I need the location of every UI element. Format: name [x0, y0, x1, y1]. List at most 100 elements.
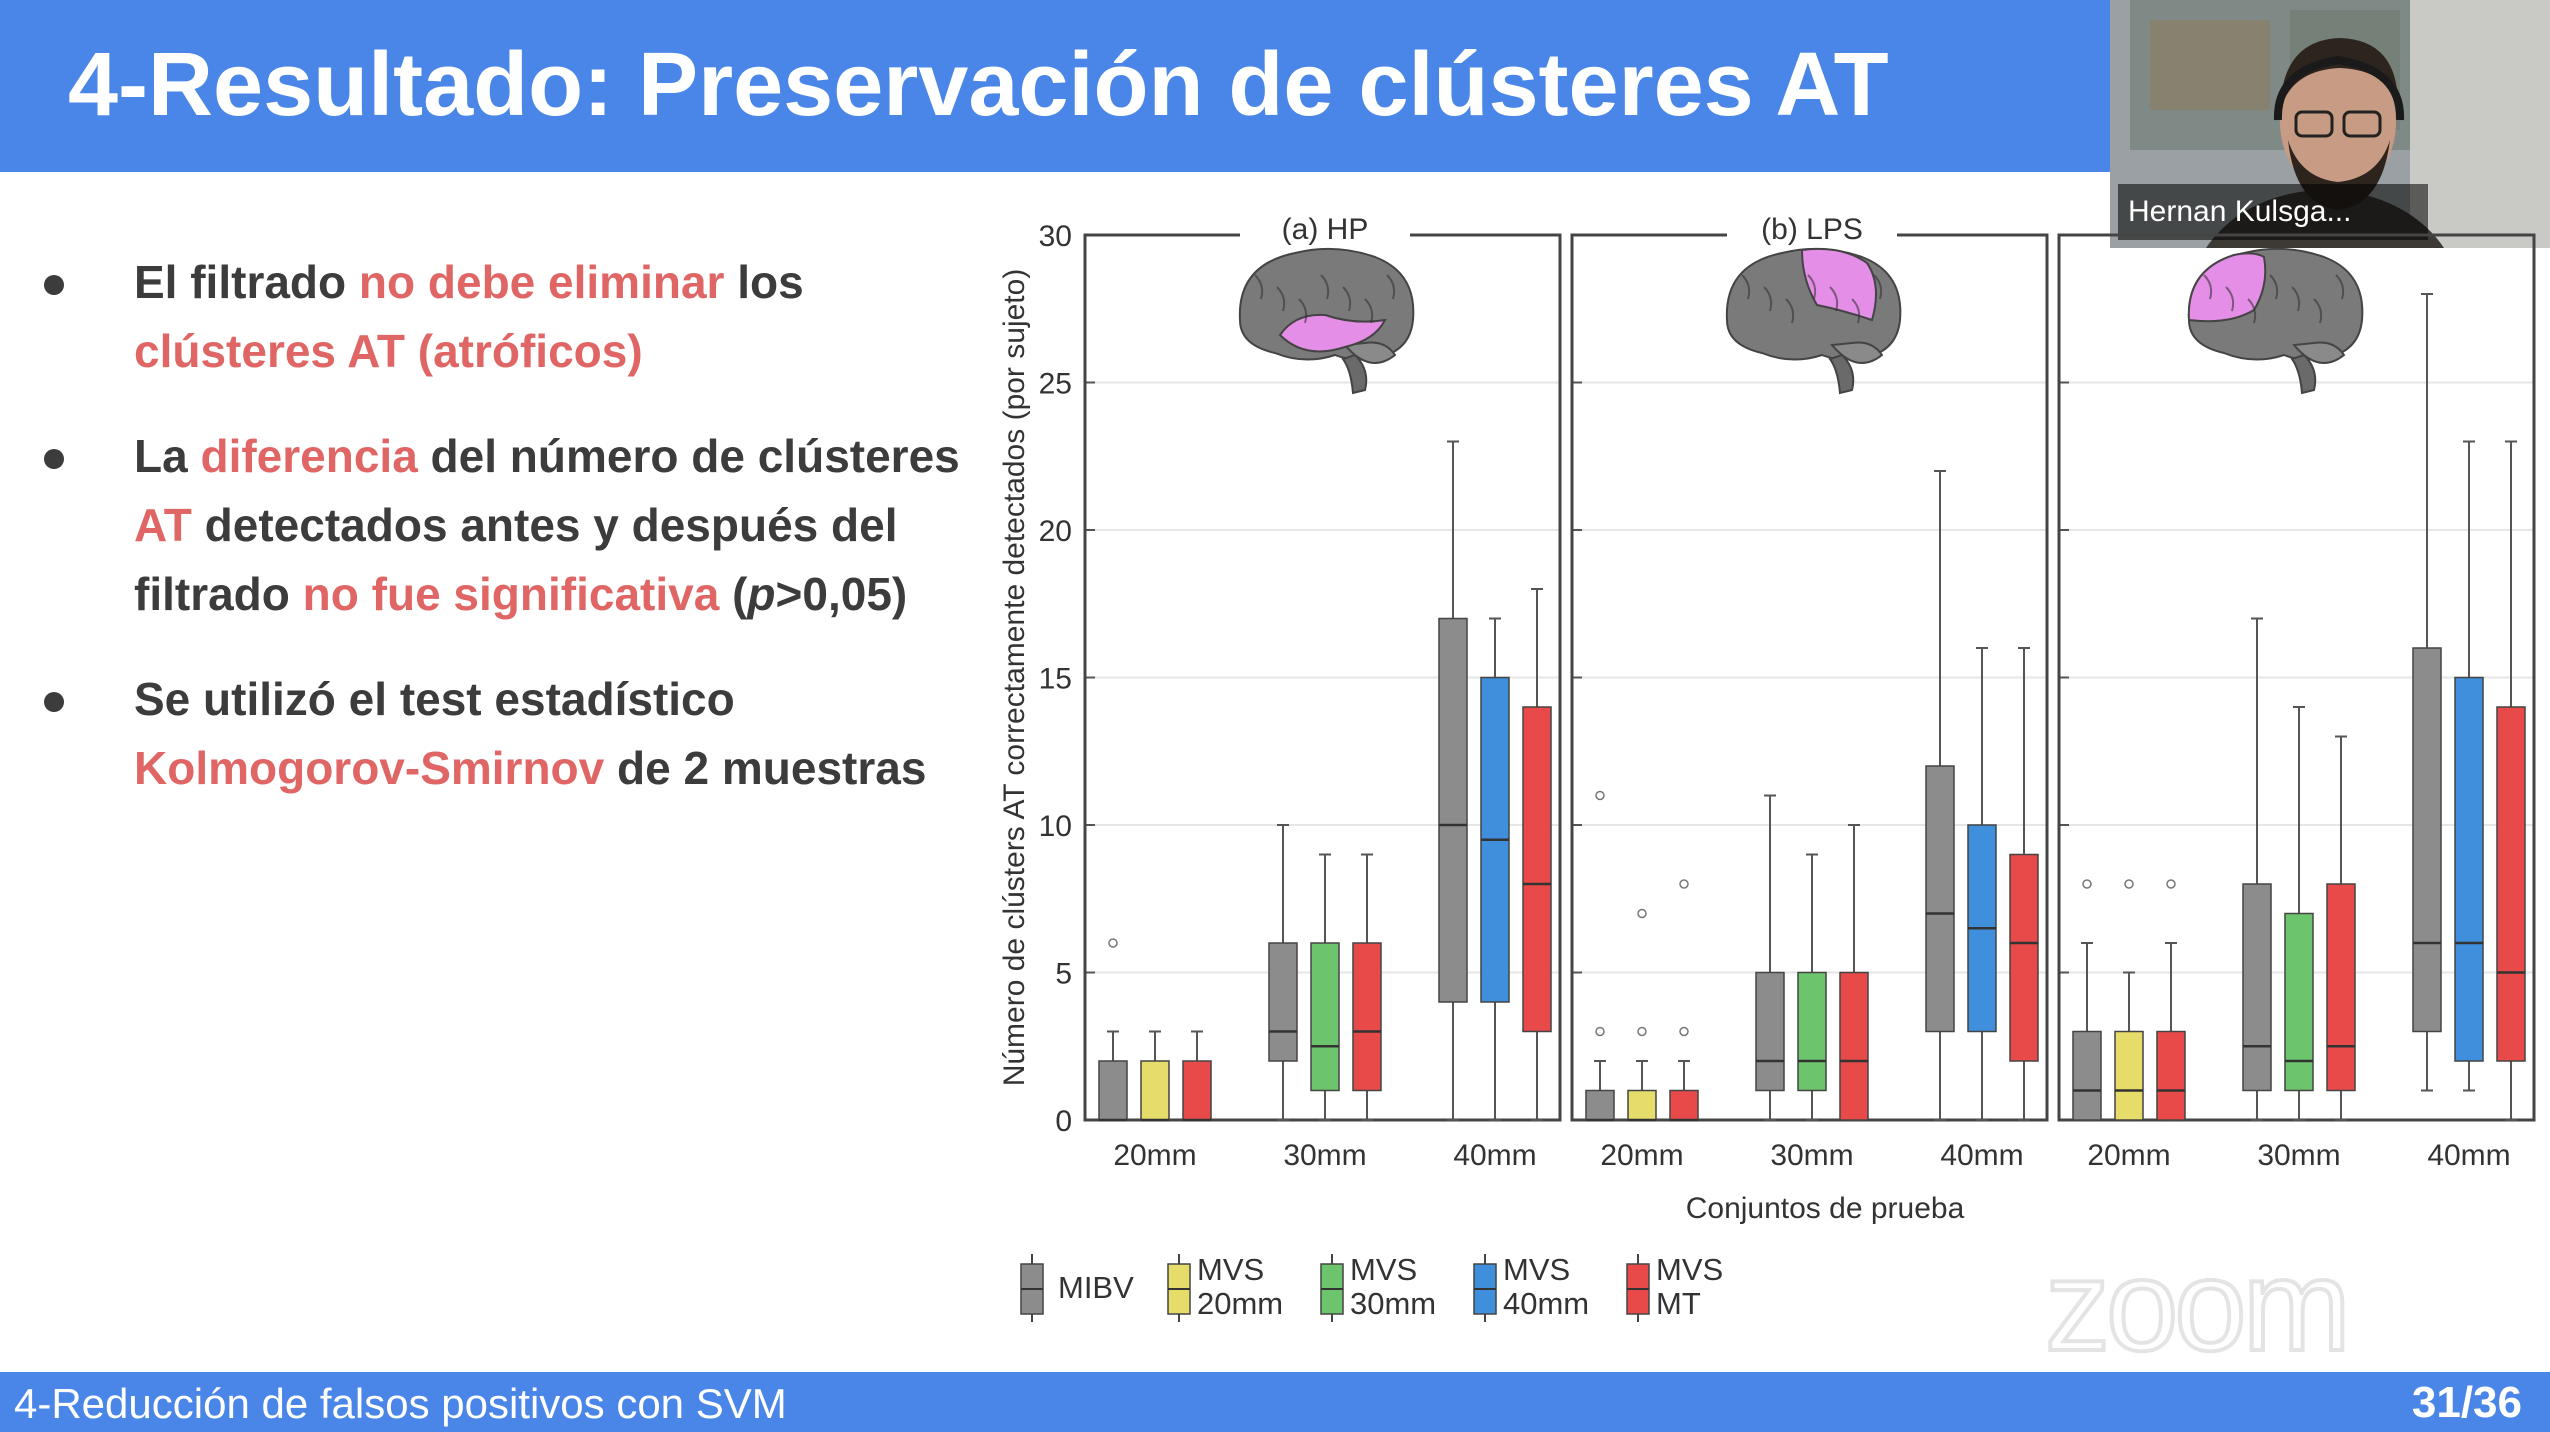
bullet-part: La: [134, 430, 201, 482]
legend-label: MIBV: [1058, 1270, 1134, 1305]
y-tick-label: 10: [1039, 810, 1072, 843]
y-tick-label: 30: [1039, 220, 1072, 253]
box-body: [1310, 942, 1340, 1092]
box-mvs30: [1310, 853, 1340, 1121]
box-body: [1522, 706, 1552, 1033]
box-body: [1352, 942, 1382, 1092]
footer-title: 4-Reducción de falsos positivos con SVM: [14, 1380, 787, 1427]
box-body: [1140, 1060, 1170, 1121]
box-body: [1755, 971, 1785, 1092]
brain-sulcus: [1320, 274, 1330, 300]
chart-panel: 20mm 30mm 40mm: [2057, 233, 2536, 1172]
brain-parietal-highlight-icon: [1725, 247, 1902, 395]
brain-sulcus: [2247, 298, 2257, 324]
box-body: [1098, 1060, 1128, 1121]
x-tick-label: 40mm: [1453, 1139, 1536, 1172]
svg-text:zoom: zoom: [2045, 1245, 2347, 1365]
page-number: 31/36: [2411, 1378, 2522, 1427]
brain-region-highlight: [1278, 313, 1387, 353]
outlier-point: [1595, 790, 1605, 801]
brain-sulcus: [2203, 274, 2213, 300]
brain-stem: [1828, 353, 1855, 395]
zoom-watermark-logo: zoom: [2045, 1245, 2353, 1365]
box-mvsmt: [1352, 853, 1382, 1121]
bullet-highlight: Kolmogorov-Smirnov: [134, 742, 605, 794]
box-body: [2326, 883, 2356, 1092]
box-mvsmt: [1522, 588, 1552, 1121]
outlier-point: [1595, 1026, 1605, 1037]
brain-sulcus: [1342, 286, 1352, 312]
box-mvs40: [1480, 617, 1510, 1121]
panel-title-background: [1727, 207, 1897, 251]
bullet-part: detectados antes y después del filtrado: [134, 499, 898, 620]
box-body: [1797, 971, 1827, 1092]
brain-sulcus: [1807, 274, 1817, 300]
brain-cerebellum: [1830, 341, 1884, 364]
brain-cerebellum: [1343, 341, 1397, 364]
box-mvs20: [1627, 908, 1657, 1122]
box-mvsmt: [1669, 879, 1699, 1122]
box-mvsmt: [1839, 824, 1869, 1121]
x-tick-label: 40mm: [1940, 1139, 2023, 1172]
box-body: [2156, 1030, 2186, 1121]
x-tick-label: 30mm: [1283, 1139, 1366, 1172]
slide-header: 4-Resultado: Preservación de clústeres A…: [0, 0, 2110, 172]
bullet-part: >0,05): [775, 568, 908, 620]
bullet-highlight: AT: [134, 499, 192, 551]
box-body: [1182, 1060, 1212, 1121]
box-mvsmt: [2156, 879, 2186, 1121]
box-body: [2454, 676, 2484, 1062]
outlier-point: [1679, 879, 1689, 889]
legend-label: MVS: [1197, 1252, 1264, 1287]
bullet-dot-icon: [44, 275, 64, 295]
box-mibv: [1925, 470, 1955, 1121]
outlier-point: [2166, 879, 2176, 889]
brain-sulcus: [1851, 298, 1861, 324]
slide-title: 4-Resultado: Preservación de clústeres A…: [68, 35, 1889, 135]
box-body: [1438, 617, 1468, 1003]
box-body: [2412, 647, 2442, 1033]
brain-sulcus: [1386, 274, 1396, 300]
bullet-part: del número de clústeres: [417, 430, 960, 482]
box-mvs20: [2114, 879, 2144, 1121]
x-axis-label: Conjuntos de prueba: [1686, 1192, 1965, 1225]
box-body: [1627, 1089, 1657, 1121]
x-tick-label: 20mm: [1600, 1139, 1683, 1172]
legend-label: 40mm: [1503, 1286, 1589, 1321]
x-tick-label: 20mm: [2087, 1139, 2170, 1172]
y-axis-label: Número de clústers AT correctamente dete…: [998, 269, 1031, 1087]
bullet-highlight: no fue significativa: [302, 568, 720, 620]
chart-panel: (b) LPS 20mm 30mm 40mm: [1570, 207, 2049, 1172]
brain-sulcus: [1364, 298, 1374, 324]
box-mibv: [2072, 879, 2102, 1121]
box-mvs30: [2284, 706, 2314, 1121]
x-tick-label: 30mm: [2257, 1139, 2340, 1172]
chart-panel: (a) HP 20mm 30mm 40mm: [1083, 207, 1562, 1172]
brain-stem: [1341, 353, 1368, 395]
outlier-point: [2082, 879, 2092, 889]
brain-sulcus: [1298, 298, 1308, 324]
box-body: [1925, 765, 1955, 1033]
box-mibv: [1438, 440, 1468, 1121]
bullet-part: de 2 muestras: [604, 742, 927, 794]
brain-temporal-highlight-icon: [1238, 247, 1415, 395]
bullet-highlight: no debe eliminar: [358, 256, 725, 308]
participant-video-tile[interactable]: Hernan Kulsga...: [2110, 0, 2550, 248]
y-tick-label: 20: [1039, 515, 1072, 548]
box-mibv: [2242, 617, 2272, 1121]
brain-sulcus: [1254, 274, 1264, 300]
brain-sulcus: [2313, 298, 2323, 324]
bullet-part: los: [724, 256, 804, 308]
box-body: [2009, 853, 2039, 1062]
box-mvs30: [1797, 853, 1827, 1121]
box-body: [1585, 1089, 1615, 1121]
box-mvsmt: [2496, 440, 2526, 1121]
participant-name-label: Hernan Kulsga...: [2118, 184, 2428, 240]
outlier-point: [1108, 938, 1118, 948]
legend-label: 20mm: [1197, 1286, 1283, 1321]
bullet-highlight: clústeres AT (atróficos): [134, 325, 643, 377]
brain-sulcus: [2225, 286, 2235, 312]
box-mibv: [1755, 794, 1785, 1121]
